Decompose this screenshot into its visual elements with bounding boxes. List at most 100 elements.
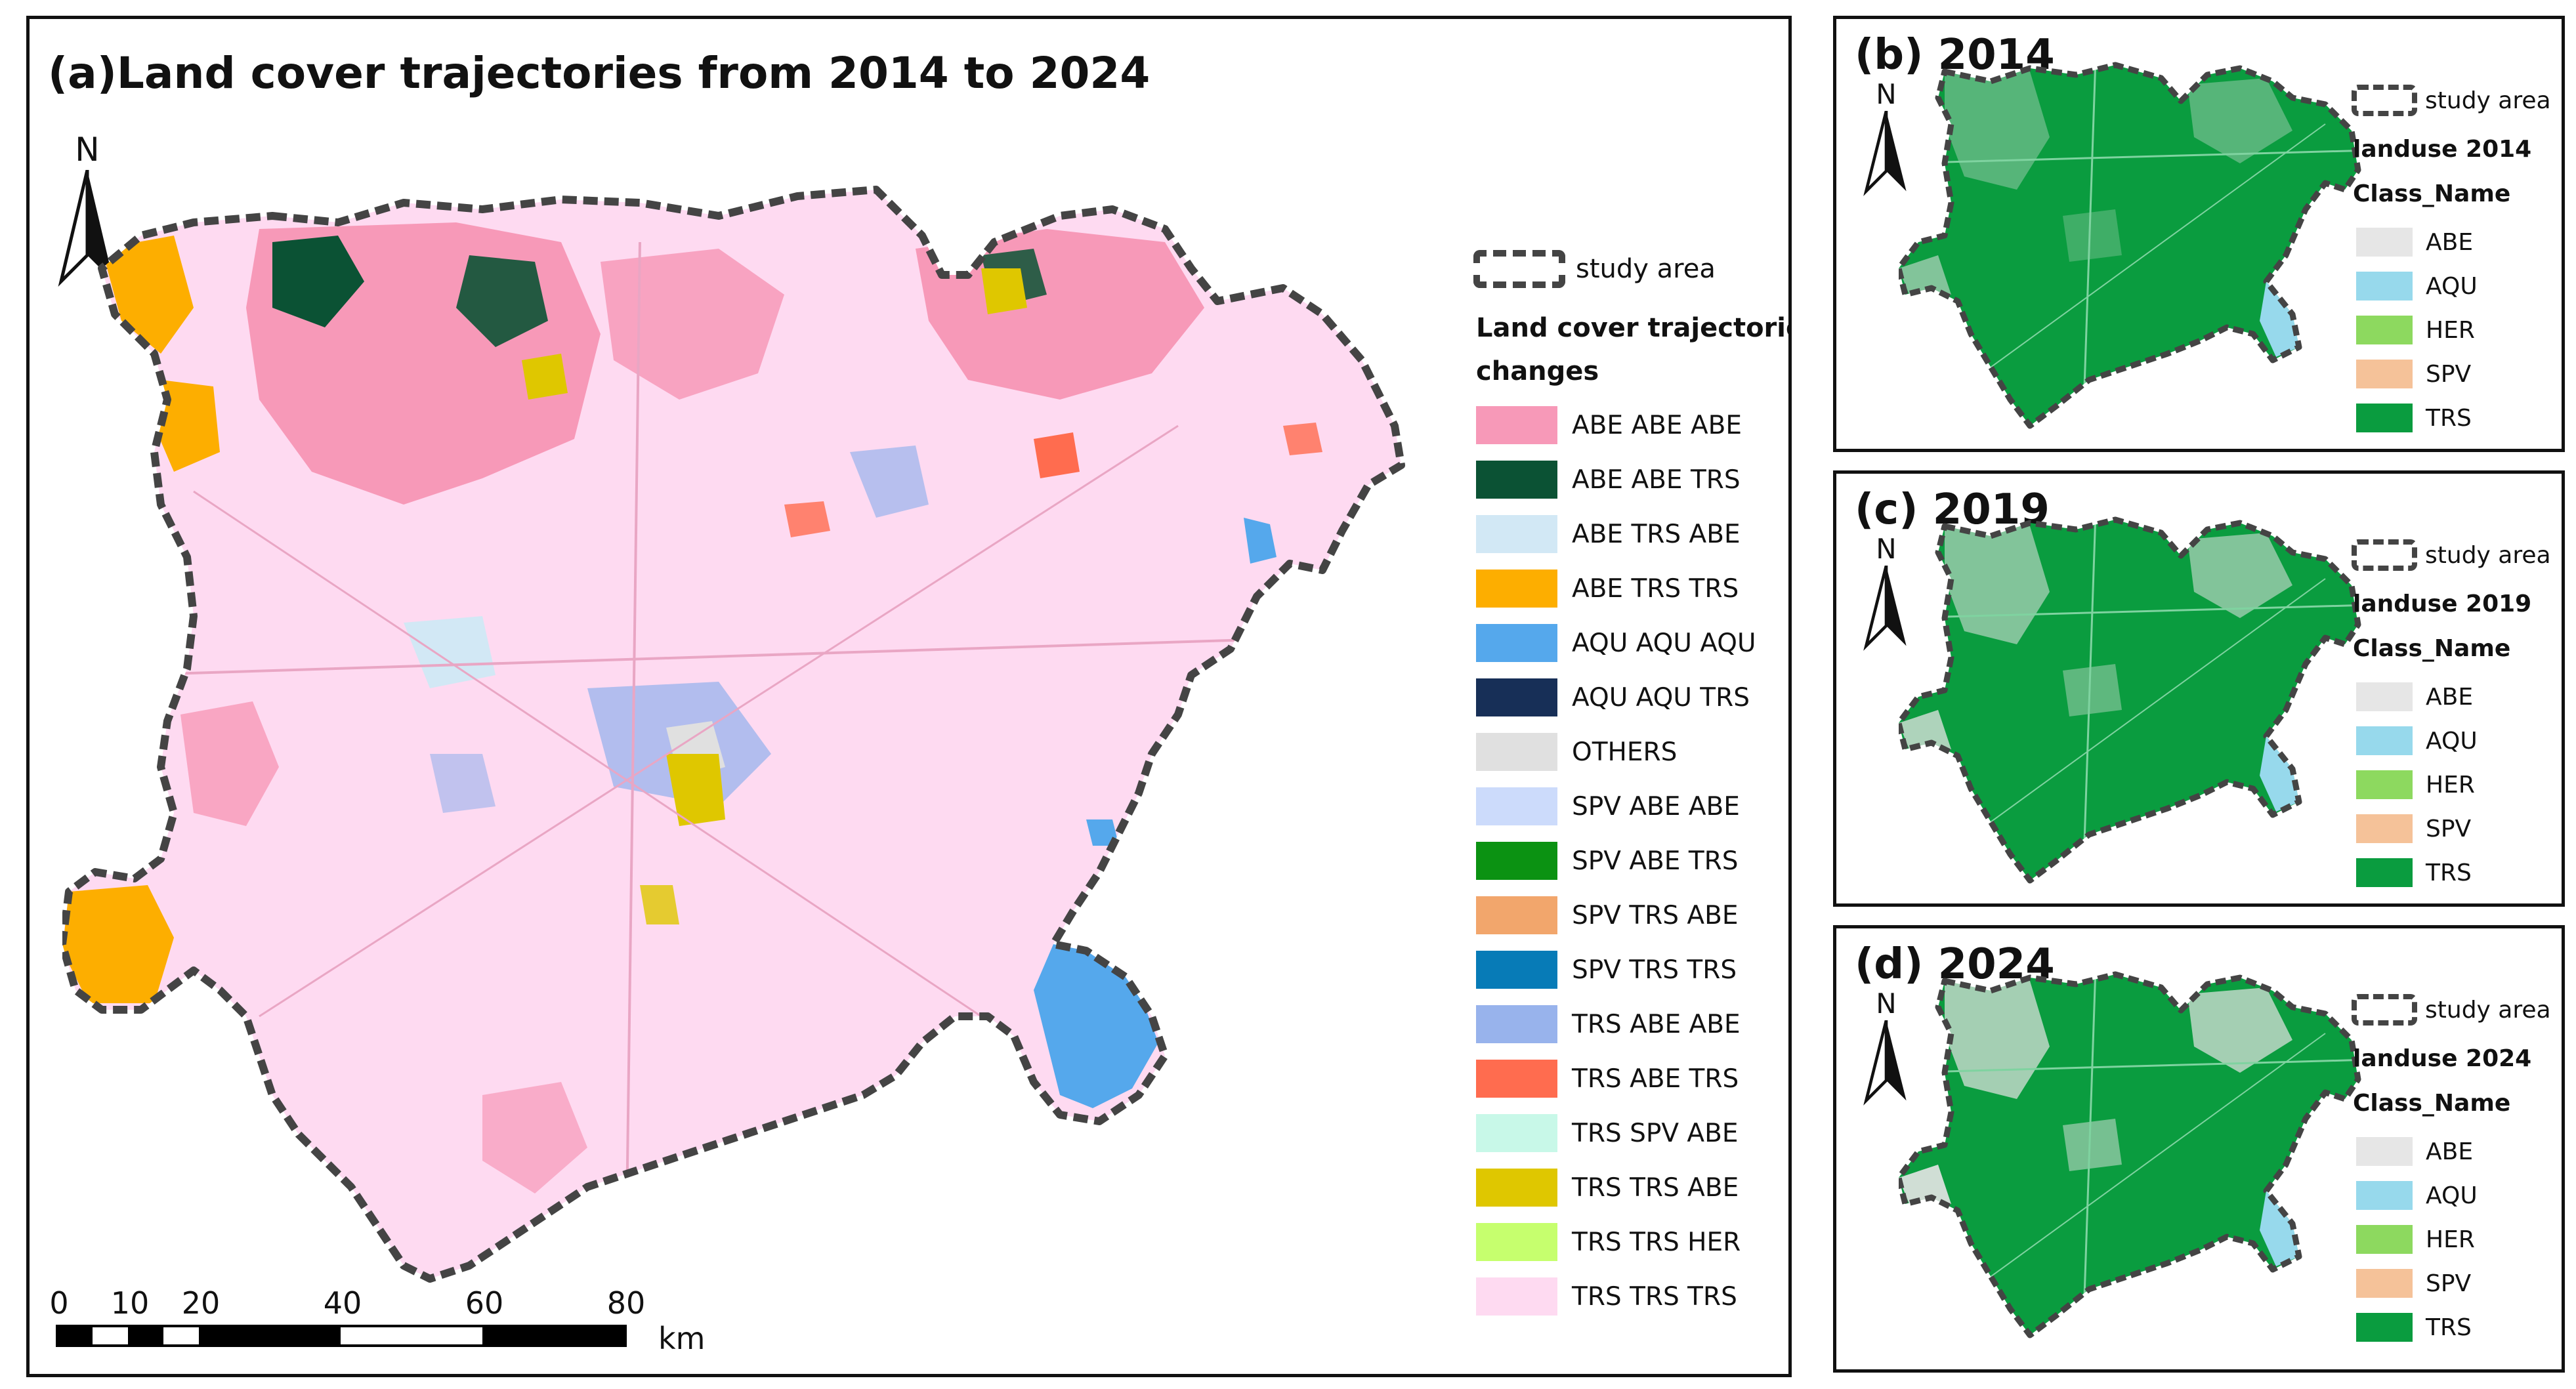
legend-label: TRS [2426,404,2472,432]
legend-swatch [1476,1169,1557,1207]
class-name-heading: Class_Name [2353,635,2511,662]
legend-swatch [2356,1313,2413,1342]
legend-swatch [1476,896,1557,934]
legend-label: TRS ABE TRS [1572,1064,1739,1094]
north-arrow-icon [58,170,114,287]
legend-swatch [1476,733,1557,771]
legend-swatch [2356,228,2413,257]
landuse-map [1899,62,2361,429]
legend-item: TRS ABE ABE [1476,1005,1741,1043]
scale-tick: 10 [110,1285,150,1321]
legend-label: SPV [2426,815,2472,842]
legend-label: TRS [2426,1314,2472,1341]
legend-swatch [2356,1137,2413,1166]
legend-item: AQU AQU TRS [1476,678,1750,716]
study-area-label: study area [2425,87,2551,114]
legend-swatch [1476,515,1557,553]
study-area-label: study area [2425,541,2551,569]
legend-study-area: study area [2352,85,2551,116]
legend-swatch [1476,1005,1557,1043]
legend-title: Land cover trajectories [1476,313,1792,343]
legend-item: TRS TRS HER [1476,1223,1741,1261]
legend-title: landuse 2024 [2353,1045,2532,1072]
study-area-symbol [1473,250,1565,288]
north-letter: N [1876,987,1897,1020]
north-letter: N [1876,78,1897,110]
panel-a-title: (a)Land cover trajectories from 2014 to … [48,48,1151,98]
legend-item: HER [2356,770,2475,799]
legend-swatch [1476,461,1557,499]
study-area-symbol [2352,539,2417,571]
legend-label: TRS [2426,859,2472,886]
legend-label: AQU [2426,1182,2478,1209]
legend-item: TRS [2356,858,2472,887]
legend-item: SPV [2356,360,2471,388]
legend-swatch [2356,858,2413,887]
legend-swatch [1476,1114,1557,1152]
legend-swatch [2356,1181,2413,1210]
legend-item: OTHERS [1476,733,1677,771]
legend-label: SPV TRS ABE [1572,900,1739,930]
legend-item: ABE TRS TRS [1476,570,1739,608]
legend-label: HER [2426,771,2475,798]
legend-item: SPV ABE ABE [1476,787,1740,825]
legend-item: ABE [2356,1137,2473,1166]
legend-swatch [2356,682,2413,711]
legend-item: ABE [2356,228,2473,257]
legend-label: SPV [2426,360,2472,388]
legend-label: TRS ABE ABE [1572,1009,1741,1039]
legend-item: TRS TRS TRS [1476,1277,1737,1316]
legend-item: HER [2356,1225,2475,1254]
legend-label: TRS TRS HER [1572,1227,1741,1257]
legend-study-area: study area [1473,250,1716,288]
panel-a: (a)Land cover trajectories from 2014 to … [26,16,1792,1377]
legend-item: SPV TRS TRS [1476,951,1737,989]
panel-c: (c) 2019 N [1833,470,2565,907]
trajectory-map [62,163,1427,1292]
legend-swatch [1476,842,1557,880]
legend-label: SPV [2426,1270,2472,1297]
legend-label: HER [2426,316,2475,344]
panel-d: (d) 2024 N [1833,925,2565,1373]
legend-label: SPV TRS TRS [1572,955,1737,985]
scale-unit: km [658,1321,706,1356]
north-arrow-icon [1863,566,1907,651]
legend-item: TRS ABE TRS [1476,1060,1739,1098]
legend-swatch [2356,272,2413,301]
panel-b: (b) 2014 N [1833,16,2565,452]
scale-bar: 0 10 20 40 60 80 km [49,1285,732,1358]
legend-label: ABE [2426,683,2474,711]
legend-item: ABE ABE ABE [1476,406,1742,444]
legend-swatch [2356,726,2413,755]
landuse-map [1899,971,2361,1338]
north-arrow: N [54,131,120,288]
legend-item: SPV [2356,814,2471,843]
north-arrow-icon [1863,1020,1907,1106]
legend-label: ABE TRS TRS [1572,573,1739,604]
legend-study-area: study area [2352,539,2551,571]
legend-swatch [1476,1277,1557,1316]
legend-item: AQU [2356,272,2478,301]
study-area-symbol [2352,85,2417,116]
legend-swatch [1476,1223,1557,1261]
legend-item: AQU [2356,1181,2478,1210]
study-area-symbol [2352,994,2417,1026]
legend-label: ABE TRS ABE [1572,519,1741,549]
legend-title: landuse 2014 [2353,136,2532,163]
legend-item: SPV ABE TRS [1476,842,1739,880]
legend-label: AQU AQU TRS [1572,682,1750,713]
legend-swatch [2356,404,2413,432]
study-area-label: study area [2425,996,2551,1024]
legend-label: AQU [2426,727,2478,755]
legend-label: SPV ABE ABE [1572,791,1740,821]
legend-label: TRS TRS TRS [1572,1281,1737,1312]
scale-tick: 40 [323,1285,362,1321]
legend-label: ABE ABE ABE [1572,410,1742,440]
legend-label: SPV ABE TRS [1572,846,1739,876]
legend-item: AQU AQU AQU [1476,624,1756,662]
legend-label: ABE ABE TRS [1572,465,1741,495]
north-letter: N [75,131,100,169]
legend-item: TRS SPV ABE [1476,1114,1739,1152]
legend-swatch [1476,624,1557,662]
north-letter: N [1876,533,1897,565]
